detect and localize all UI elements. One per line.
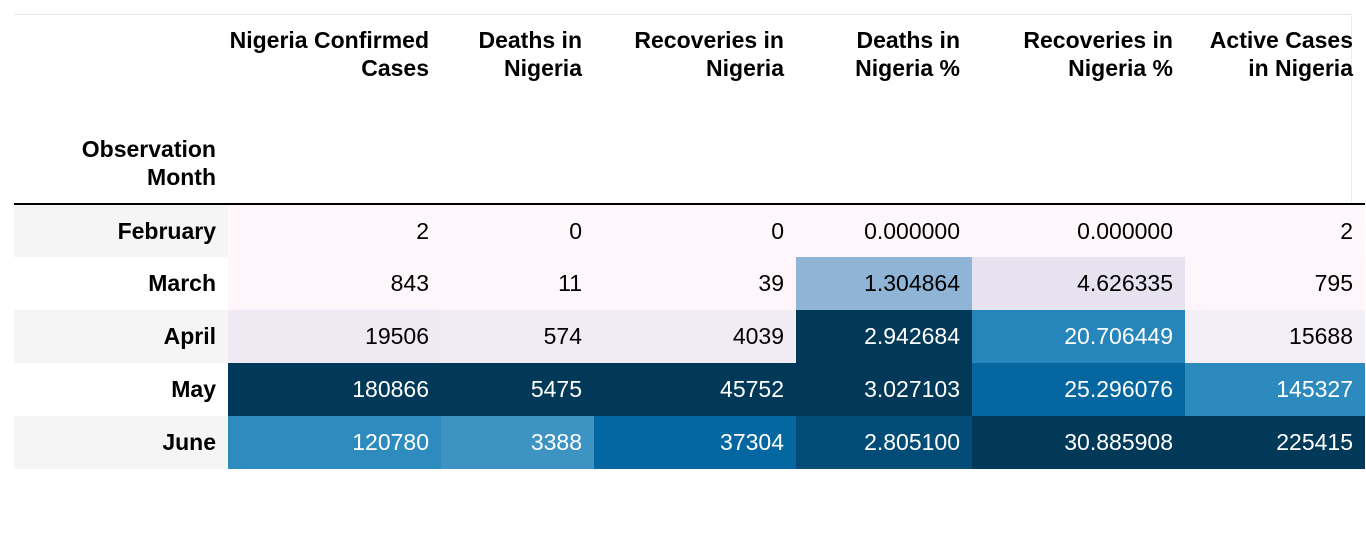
table-row: February 2 0 0 0.000000 0.000000 2 [14, 204, 1365, 257]
table-cell: 0 [441, 204, 594, 257]
data-table: Observation Month Nigeria Confirmed Case… [14, 14, 1365, 469]
index-header: Observation Month [14, 14, 228, 205]
column-header: Deaths in Nigeria [441, 14, 594, 205]
table-cell: 145327 [1185, 363, 1365, 416]
column-header: Recoveries in Nigeria % [972, 14, 1185, 205]
table-cell: 0.000000 [972, 204, 1185, 257]
row-label: April [14, 310, 228, 363]
column-header: Active Cases in Nigeria [1185, 14, 1365, 205]
table-row: April 19506 574 4039 2.942684 20.706449 15688 [14, 310, 1365, 363]
table-cell: 30.885908 [972, 416, 1185, 469]
table-cell: 1.304864 [796, 257, 972, 310]
table-cell: 0.000000 [796, 204, 972, 257]
table-cell: 5475 [441, 363, 594, 416]
table-cell: 795 [1185, 257, 1365, 310]
table-cell: 45752 [594, 363, 796, 416]
table-cell: 20.706449 [972, 310, 1185, 363]
row-label: February [14, 204, 228, 257]
table-cell: 2 [228, 204, 441, 257]
table-cell: 3.027103 [796, 363, 972, 416]
column-header: Nigeria Confirmed Cases [228, 14, 441, 205]
column-header: Recoveries in Nigeria [594, 14, 796, 205]
table-cell: 19506 [228, 310, 441, 363]
table-row: March 843 11 39 1.304864 4.626335 795 [14, 257, 1365, 310]
table-cell: 37304 [594, 416, 796, 469]
table-cell: 11 [441, 257, 594, 310]
row-label: May [14, 363, 228, 416]
table-cell: 0 [594, 204, 796, 257]
table-cell: 2.942684 [796, 310, 972, 363]
table-cell: 4.626335 [972, 257, 1185, 310]
row-label: June [14, 416, 228, 469]
table-cell: 120780 [228, 416, 441, 469]
table-cell: 225415 [1185, 416, 1365, 469]
table-cell: 843 [228, 257, 441, 310]
table-cell: 2.805100 [796, 416, 972, 469]
table-cell: 39 [594, 257, 796, 310]
table-cell: 4039 [594, 310, 796, 363]
table-cell: 3388 [441, 416, 594, 469]
table-row: May 180866 5475 45752 3.027103 25.296076 14532… [14, 363, 1365, 416]
header-row: Observation Month Nigeria Confirmed Case… [14, 14, 1365, 205]
table-cell: 15688 [1185, 310, 1365, 363]
table-row: June 120780 3388 37304 2.805100 30.885908 2254… [14, 416, 1365, 469]
table-cell: 25.296076 [972, 363, 1185, 416]
column-header: Deaths in Nigeria % [796, 14, 972, 205]
table-cell: 574 [441, 310, 594, 363]
table-cell: 2 [1185, 204, 1365, 257]
row-label: March [14, 257, 228, 310]
table-cell: 180866 [228, 363, 441, 416]
